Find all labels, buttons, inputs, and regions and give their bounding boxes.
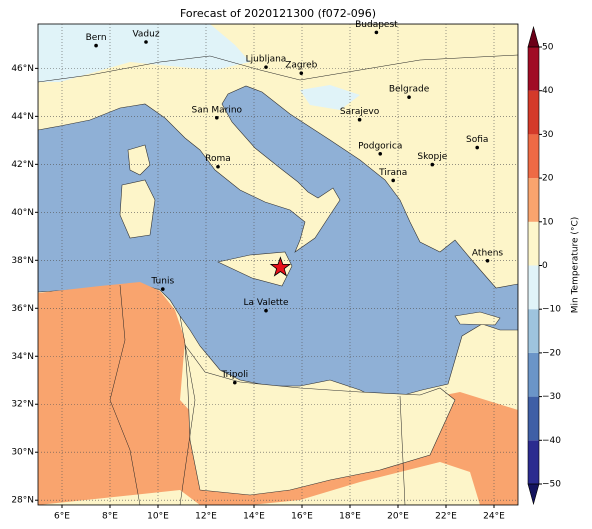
x-tick-label: 8°E (102, 512, 118, 522)
city-dot (357, 117, 362, 122)
city-label: Zagreb (285, 61, 317, 71)
city-dot (475, 145, 480, 150)
colorbar-bin (528, 221, 539, 266)
x-tick-label: 16°E (291, 512, 313, 522)
city-dot (144, 40, 148, 44)
colorbar-bin (528, 309, 539, 353)
city-dot (299, 71, 304, 75)
border (38, 54, 518, 83)
x-tick-label: 18°E (339, 512, 361, 522)
colorbar-bin (528, 178, 539, 222)
city-label: Vaduz (132, 29, 159, 39)
island (454, 311, 501, 326)
colorbar-bin (528, 396, 539, 441)
city-label: Sofia (466, 135, 488, 145)
border (399, 395, 406, 505)
city-label: Tripoli (220, 370, 248, 380)
colorbar-over (527, 25, 540, 48)
city-dot (264, 65, 268, 69)
island (127, 144, 151, 176)
desert-region (184, 344, 456, 496)
city-label: Bern (86, 33, 107, 43)
colorbar-tick-label: 40 (542, 86, 554, 96)
colorbar-bin (528, 90, 539, 135)
map-frame (37, 23, 519, 506)
star-marker (269, 256, 292, 277)
colorbar-tick-label: −50 (542, 480, 561, 490)
y-tick-label: 44°N (11, 112, 34, 122)
y-tick-label: 36°N (11, 304, 34, 314)
city-label: Ljubljana (246, 55, 287, 65)
city-dot (374, 30, 379, 35)
city-dot (407, 95, 411, 99)
y-tick-label: 42°N (11, 160, 34, 170)
city-dot (233, 380, 237, 385)
city-label: Tunis (150, 277, 174, 287)
y-tick-label: 40°N (11, 208, 34, 218)
x-tick-label: 24°E (483, 512, 505, 522)
city-dot (378, 151, 383, 156)
border (179, 315, 196, 505)
city-dot (161, 287, 165, 291)
x-tick-label: 6°E (54, 512, 70, 522)
y-tick-label: 34°N (11, 352, 34, 362)
colorbar-bin (528, 352, 539, 397)
colorbar-label: Min Temperature (°C) (571, 217, 581, 314)
city-label: La Valette (244, 298, 289, 308)
colorbar-tick-label: −40 (542, 436, 561, 446)
y-tick-label: 46°N (11, 64, 34, 74)
colorbar-tick-label: 10 (542, 217, 554, 227)
city-dot (391, 178, 396, 183)
city-label: Sarajevo (340, 107, 380, 117)
colorbar-tick-label: −30 (542, 392, 561, 402)
colorbar-tick-label: 50 (542, 43, 554, 53)
city-dot (216, 164, 220, 169)
city-label: Belgrade (389, 85, 430, 95)
colorbar-bin (528, 265, 539, 310)
colorbar-tick-label: 0 (542, 261, 548, 271)
y-tick-label: 30°N (11, 448, 34, 458)
colorbar-bin (528, 134, 539, 179)
city-label: Roma (205, 154, 231, 164)
island (119, 179, 156, 239)
city-label: Athens (472, 248, 503, 258)
map (38, 24, 518, 505)
title: Forecast of 2020121300 (f072-096) (180, 7, 376, 20)
city-dot (215, 116, 219, 120)
city-label: Skopje (417, 152, 447, 162)
colorbar-under (527, 483, 540, 506)
city-label: Podgorica (358, 141, 402, 151)
colorbar-tick-label: −10 (542, 305, 561, 315)
city-dot (264, 308, 268, 313)
city-dot (430, 162, 435, 167)
city-label: Tirana (378, 168, 407, 178)
city-label: Budapest (355, 20, 398, 30)
y-tick-label: 28°N (11, 496, 34, 506)
x-tick-label: 12°E (195, 512, 217, 522)
colorbar-bin (528, 47, 539, 91)
colorbar-tick-label: 20 (542, 174, 554, 184)
cold-region (300, 85, 360, 110)
city-dot (485, 258, 490, 263)
x-tick-label: 20°E (387, 512, 409, 522)
y-tick-label: 38°N (11, 256, 34, 266)
x-tick-label: 22°E (435, 512, 457, 522)
x-tick-label: 14°E (243, 512, 265, 522)
city-dot (94, 43, 98, 48)
cold-region (38, 24, 250, 82)
city-label: San Marino (192, 105, 243, 115)
colorbar-tick-label: 30 (542, 130, 554, 140)
y-tick-label: 32°N (11, 400, 34, 410)
colorbar-bin (528, 440, 539, 484)
x-tick-label: 10°E (147, 512, 169, 522)
colorbar-tick-label: −20 (542, 348, 561, 358)
